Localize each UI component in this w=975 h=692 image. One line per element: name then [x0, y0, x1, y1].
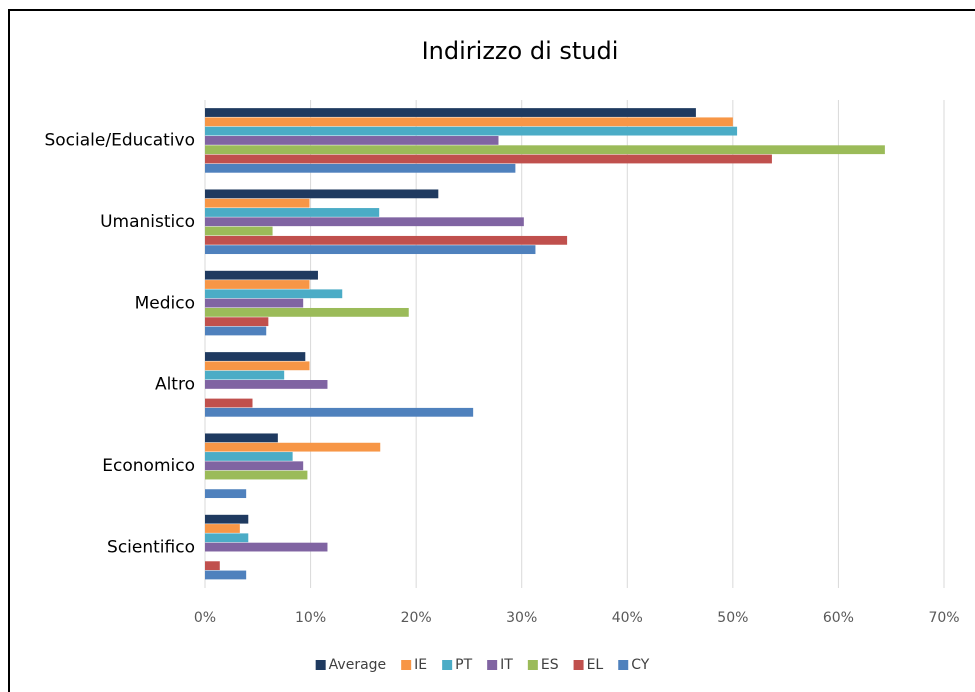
bar — [205, 163, 516, 173]
bar — [205, 524, 240, 533]
bar — [205, 570, 247, 580]
bar — [205, 542, 328, 552]
bar — [205, 461, 304, 471]
bar — [205, 433, 278, 443]
bar — [205, 380, 328, 389]
legend-label: Average — [329, 657, 387, 673]
bar — [205, 235, 568, 245]
legend-swatch — [401, 660, 412, 670]
legend-label: ES — [541, 657, 559, 673]
y-tick-label: Altro — [155, 375, 195, 395]
x-tick-label: 20% — [401, 610, 432, 626]
x-tick-label: 70% — [928, 610, 959, 626]
bar — [205, 326, 267, 336]
bar — [205, 189, 439, 199]
bar — [205, 307, 409, 317]
bar — [205, 442, 381, 452]
legend-swatch — [487, 660, 498, 670]
y-tick-label: Medico — [135, 293, 195, 313]
bar — [205, 452, 293, 461]
bar — [205, 245, 536, 255]
y-tick-label: Economico — [102, 456, 195, 476]
chart-title: Indirizzo di studi — [422, 37, 619, 65]
legend-swatch — [573, 660, 584, 670]
bar — [205, 154, 772, 164]
bar — [205, 370, 285, 380]
bar — [205, 280, 310, 289]
bar — [205, 270, 318, 280]
legend-swatch — [618, 660, 629, 670]
y-tick-label: Umanistico — [100, 212, 195, 232]
bar — [205, 407, 474, 417]
legend-label: PT — [455, 657, 472, 673]
bar — [205, 489, 247, 499]
bar — [205, 289, 343, 299]
bar — [205, 226, 273, 236]
bar — [205, 317, 269, 327]
legend-swatch — [315, 660, 326, 670]
y-tick-label: Scientifico — [107, 537, 195, 557]
legend-label: IE — [414, 657, 427, 673]
bar — [205, 361, 310, 371]
x-tick-label: 10% — [295, 610, 326, 626]
bar — [205, 533, 249, 543]
bar — [205, 208, 380, 217]
legend-label: IT — [500, 657, 513, 673]
x-tick-label: 40% — [612, 610, 643, 626]
bar — [205, 217, 524, 227]
bar — [205, 136, 499, 145]
legend-swatch — [527, 660, 538, 670]
bar — [205, 514, 249, 524]
bar — [205, 108, 696, 117]
legend-swatch — [442, 660, 453, 670]
legend-label: CY — [631, 657, 650, 673]
x-tick-label: 0% — [194, 610, 216, 626]
bar — [205, 398, 253, 408]
bar — [205, 117, 733, 127]
bar — [205, 352, 306, 361]
y-tick-label: Sociale/Educativo — [44, 131, 195, 151]
x-tick-label: 60% — [823, 610, 854, 626]
bar — [205, 145, 885, 155]
bar — [205, 126, 738, 136]
x-tick-label: 30% — [506, 610, 537, 626]
legend-label: EL — [587, 657, 604, 673]
bar — [205, 561, 220, 571]
bar — [205, 298, 304, 308]
bar — [205, 198, 310, 208]
x-tick-label: 50% — [717, 610, 748, 626]
bar — [205, 470, 308, 480]
